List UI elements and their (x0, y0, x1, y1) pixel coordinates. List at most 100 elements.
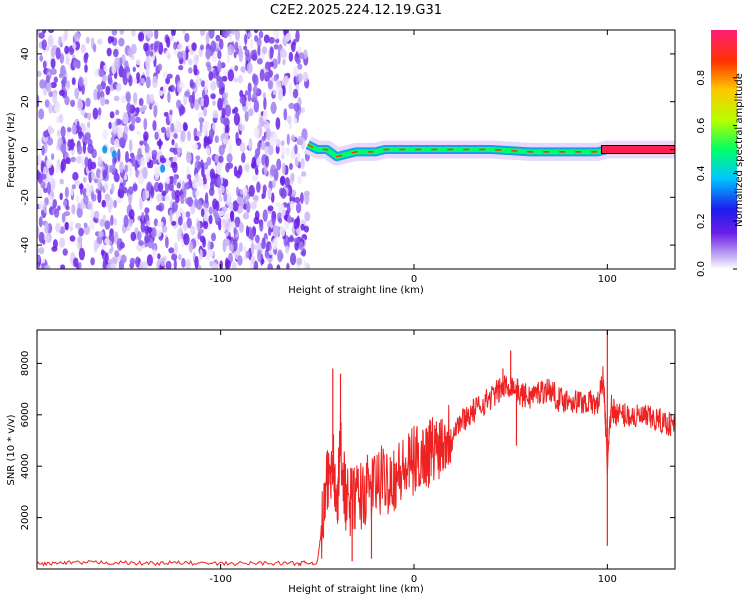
noise-blob (273, 225, 280, 238)
noise-blob (145, 190, 150, 199)
spectrogram-signal-track (303, 136, 675, 166)
noise-blob (280, 140, 285, 147)
noise-blob (223, 191, 228, 202)
noise-blob (246, 62, 253, 74)
noise-blob (65, 205, 70, 211)
noise-blob (170, 122, 175, 133)
noise-blob (169, 209, 173, 223)
noise-blob (296, 257, 303, 266)
snr-spikes (332, 330, 608, 562)
noise-blob (60, 65, 66, 77)
noise-blob (40, 180, 46, 189)
noise-blob (247, 32, 252, 38)
noise-blob (125, 151, 129, 164)
noise-blob (252, 85, 258, 94)
noise-blob (247, 91, 252, 102)
noise-blob (288, 81, 293, 95)
noise-blob (47, 34, 54, 48)
noise-blob (209, 251, 214, 257)
colorbar-label: Normalized spectral amplitude (734, 73, 745, 227)
noise-blob (228, 243, 234, 252)
noise-blob (58, 89, 66, 96)
noise-blob (38, 247, 45, 255)
spectrogram-noise (37, 30, 311, 269)
noise-blob (64, 222, 69, 231)
noise-blob (76, 207, 83, 218)
noise-blob (205, 253, 210, 262)
noise-blob (287, 202, 291, 214)
noise-blob (91, 190, 95, 200)
noise-blob (288, 51, 294, 62)
noise-blob (225, 162, 230, 173)
noise-blob (78, 76, 84, 87)
noise-blob (53, 76, 58, 84)
noise-blob (81, 83, 85, 95)
noise-blob (43, 88, 48, 96)
noise-blob (244, 33, 248, 46)
noise-blob (146, 220, 151, 227)
noise-blob (114, 138, 120, 148)
noise-blob (61, 158, 66, 172)
noise-blob (42, 30, 46, 34)
noise-blob (216, 162, 222, 175)
noise-blob (262, 189, 267, 199)
noise-blob (62, 248, 68, 256)
noise-blob (78, 183, 84, 190)
noise-blob (100, 96, 106, 106)
noise-blob (120, 254, 127, 264)
spectrogram-y-tick-label: 20 (20, 95, 31, 108)
noise-blob (287, 115, 292, 124)
noise-blob (284, 177, 290, 188)
noise-blob (137, 244, 141, 252)
noise-blob (257, 249, 262, 263)
noise-blob (290, 41, 296, 53)
noise-blob (239, 96, 246, 104)
noise-blob (165, 126, 171, 138)
noise-blob (278, 252, 284, 260)
noise-blob (171, 220, 177, 226)
noise-blob (154, 131, 159, 141)
noise-blob (37, 264, 40, 269)
noise-blob (243, 245, 247, 255)
noise-blob (191, 91, 195, 104)
noise-blob (202, 220, 209, 230)
noise-blob (208, 30, 215, 39)
noise-blob (64, 53, 70, 66)
noise-blob (83, 222, 88, 228)
noise-blob (142, 167, 148, 179)
noise-blob (84, 64, 88, 73)
noise-blob (303, 261, 307, 269)
noise-blob (169, 35, 174, 42)
noise-blob (165, 236, 169, 249)
noise-blob (268, 36, 275, 44)
noise-blob (281, 153, 285, 160)
noise-blob (69, 142, 76, 148)
noise-blob (234, 65, 239, 72)
noise-blob (187, 58, 193, 66)
noise-blob (122, 111, 129, 125)
noise-blob (159, 157, 167, 164)
noise-blob (180, 194, 185, 205)
noise-blob (161, 126, 166, 133)
noise-blob (260, 141, 266, 151)
noise-blob (149, 50, 154, 57)
noise-blob (84, 132, 91, 141)
noise-blob (243, 164, 250, 172)
noise-blob (282, 50, 288, 58)
noise-blob (57, 205, 61, 211)
noise-blob (301, 248, 307, 257)
noise-blob (261, 135, 266, 142)
noise-blob (173, 50, 179, 56)
noise-blob (38, 32, 45, 39)
noise-blob (173, 258, 177, 269)
noise-blob (92, 43, 97, 53)
noise-blob (124, 164, 128, 173)
spectrogram-x-label: Height of straight line (km) (288, 285, 424, 296)
noise-blob (250, 161, 256, 169)
noise-blob (194, 135, 200, 142)
noise-blob (194, 256, 199, 269)
spectrogram-x-tick-label: -100 (209, 274, 232, 285)
noise-blob (132, 66, 136, 72)
noise-blob (276, 138, 281, 148)
